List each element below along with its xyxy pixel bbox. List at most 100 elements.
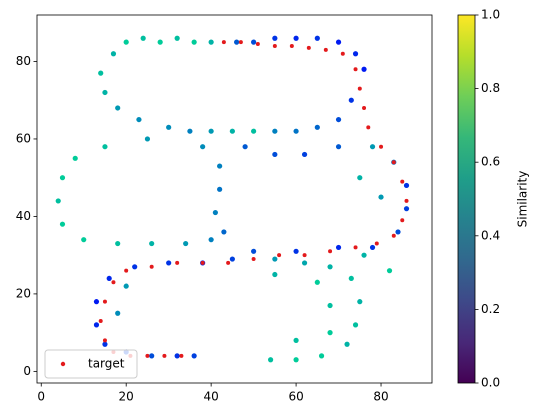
target-point: [102, 338, 107, 343]
target-point: [328, 249, 333, 254]
y-tick-label: 60: [16, 131, 31, 145]
target-point: [289, 43, 294, 48]
x-tick-label: 40: [203, 390, 218, 404]
point: [369, 244, 376, 251]
point: [348, 97, 354, 103]
point: [301, 151, 308, 158]
target-point: [98, 319, 103, 324]
point: [335, 144, 342, 150]
point: [93, 322, 100, 328]
target-point: [277, 253, 282, 258]
x-tick-label: 0: [37, 390, 45, 404]
point: [72, 155, 78, 161]
point: [335, 39, 342, 45]
legend-marker: [60, 361, 66, 367]
point: [106, 275, 112, 282]
colorbar-tick-label: 0.4: [481, 228, 500, 242]
point: [293, 357, 299, 363]
target-point: [323, 47, 328, 52]
target-point: [362, 105, 367, 110]
point: [272, 151, 278, 158]
target-point: [366, 125, 371, 130]
point: [369, 144, 376, 150]
point: [132, 264, 138, 270]
point: [327, 302, 333, 309]
target-point: [179, 353, 184, 358]
target-point: [238, 40, 243, 45]
point: [191, 39, 197, 45]
target-point: [302, 253, 307, 258]
axes-frame: [36, 14, 433, 384]
point: [115, 105, 121, 111]
target-point: [149, 264, 154, 269]
target-point: [255, 42, 260, 47]
point: [272, 128, 278, 134]
point: [115, 310, 121, 316]
point: [272, 35, 278, 41]
target-point: [400, 179, 405, 184]
point: [149, 353, 155, 359]
target-point: [400, 218, 405, 223]
colorbar: [457, 14, 476, 384]
point: [81, 237, 87, 243]
point: [357, 175, 363, 181]
point: [157, 39, 163, 45]
point: [208, 39, 214, 45]
x-tick-label: 80: [373, 390, 388, 404]
colorbar-tick-label: 0.2: [481, 302, 500, 316]
legend-label: target: [88, 357, 125, 371]
target-point: [145, 353, 150, 358]
x-tick-label: 20: [119, 390, 134, 404]
point: [293, 35, 299, 41]
y-tick-label: 40: [16, 209, 31, 223]
target-point: [272, 43, 277, 48]
target-point: [404, 198, 409, 203]
target-point: [353, 245, 358, 250]
target-point: [374, 241, 379, 246]
target-point: [251, 257, 256, 262]
point: [251, 128, 257, 134]
point: [174, 353, 180, 359]
target-point: [340, 51, 345, 56]
point: [242, 144, 248, 150]
point: [208, 128, 214, 134]
point: [123, 283, 129, 289]
point: [208, 237, 214, 243]
point: [55, 198, 61, 204]
point: [335, 116, 342, 123]
point: [59, 175, 66, 181]
point: [251, 248, 257, 254]
point: [327, 330, 333, 336]
point: [361, 252, 367, 258]
point: [272, 256, 278, 262]
point: [234, 39, 240, 45]
point: [229, 256, 235, 262]
target-point: [353, 67, 358, 72]
colorbar-tick-label: 0.0: [481, 376, 500, 390]
x-tick-label: 60: [288, 390, 303, 404]
point: [191, 353, 197, 359]
colorbar-tick-label: 1.0: [481, 8, 500, 22]
point: [344, 341, 350, 347]
colorbar-tick-label: 0.6: [481, 155, 500, 169]
point: [352, 322, 359, 328]
target-point: [102, 299, 107, 304]
point: [327, 264, 333, 270]
target-point: [200, 260, 205, 265]
point: [174, 35, 180, 41]
point: [59, 221, 66, 227]
point: [293, 128, 299, 134]
colorbar-tick-label: 0.8: [481, 81, 500, 95]
point: [102, 89, 108, 96]
point: [314, 279, 320, 285]
point: [187, 128, 193, 134]
point: [348, 275, 354, 282]
colorbar-label: Similarity: [516, 171, 530, 228]
point: [357, 299, 363, 305]
point: [212, 209, 218, 216]
point: [395, 229, 401, 235]
point: [102, 341, 108, 347]
point: [217, 186, 223, 192]
target-point: [391, 160, 396, 165]
